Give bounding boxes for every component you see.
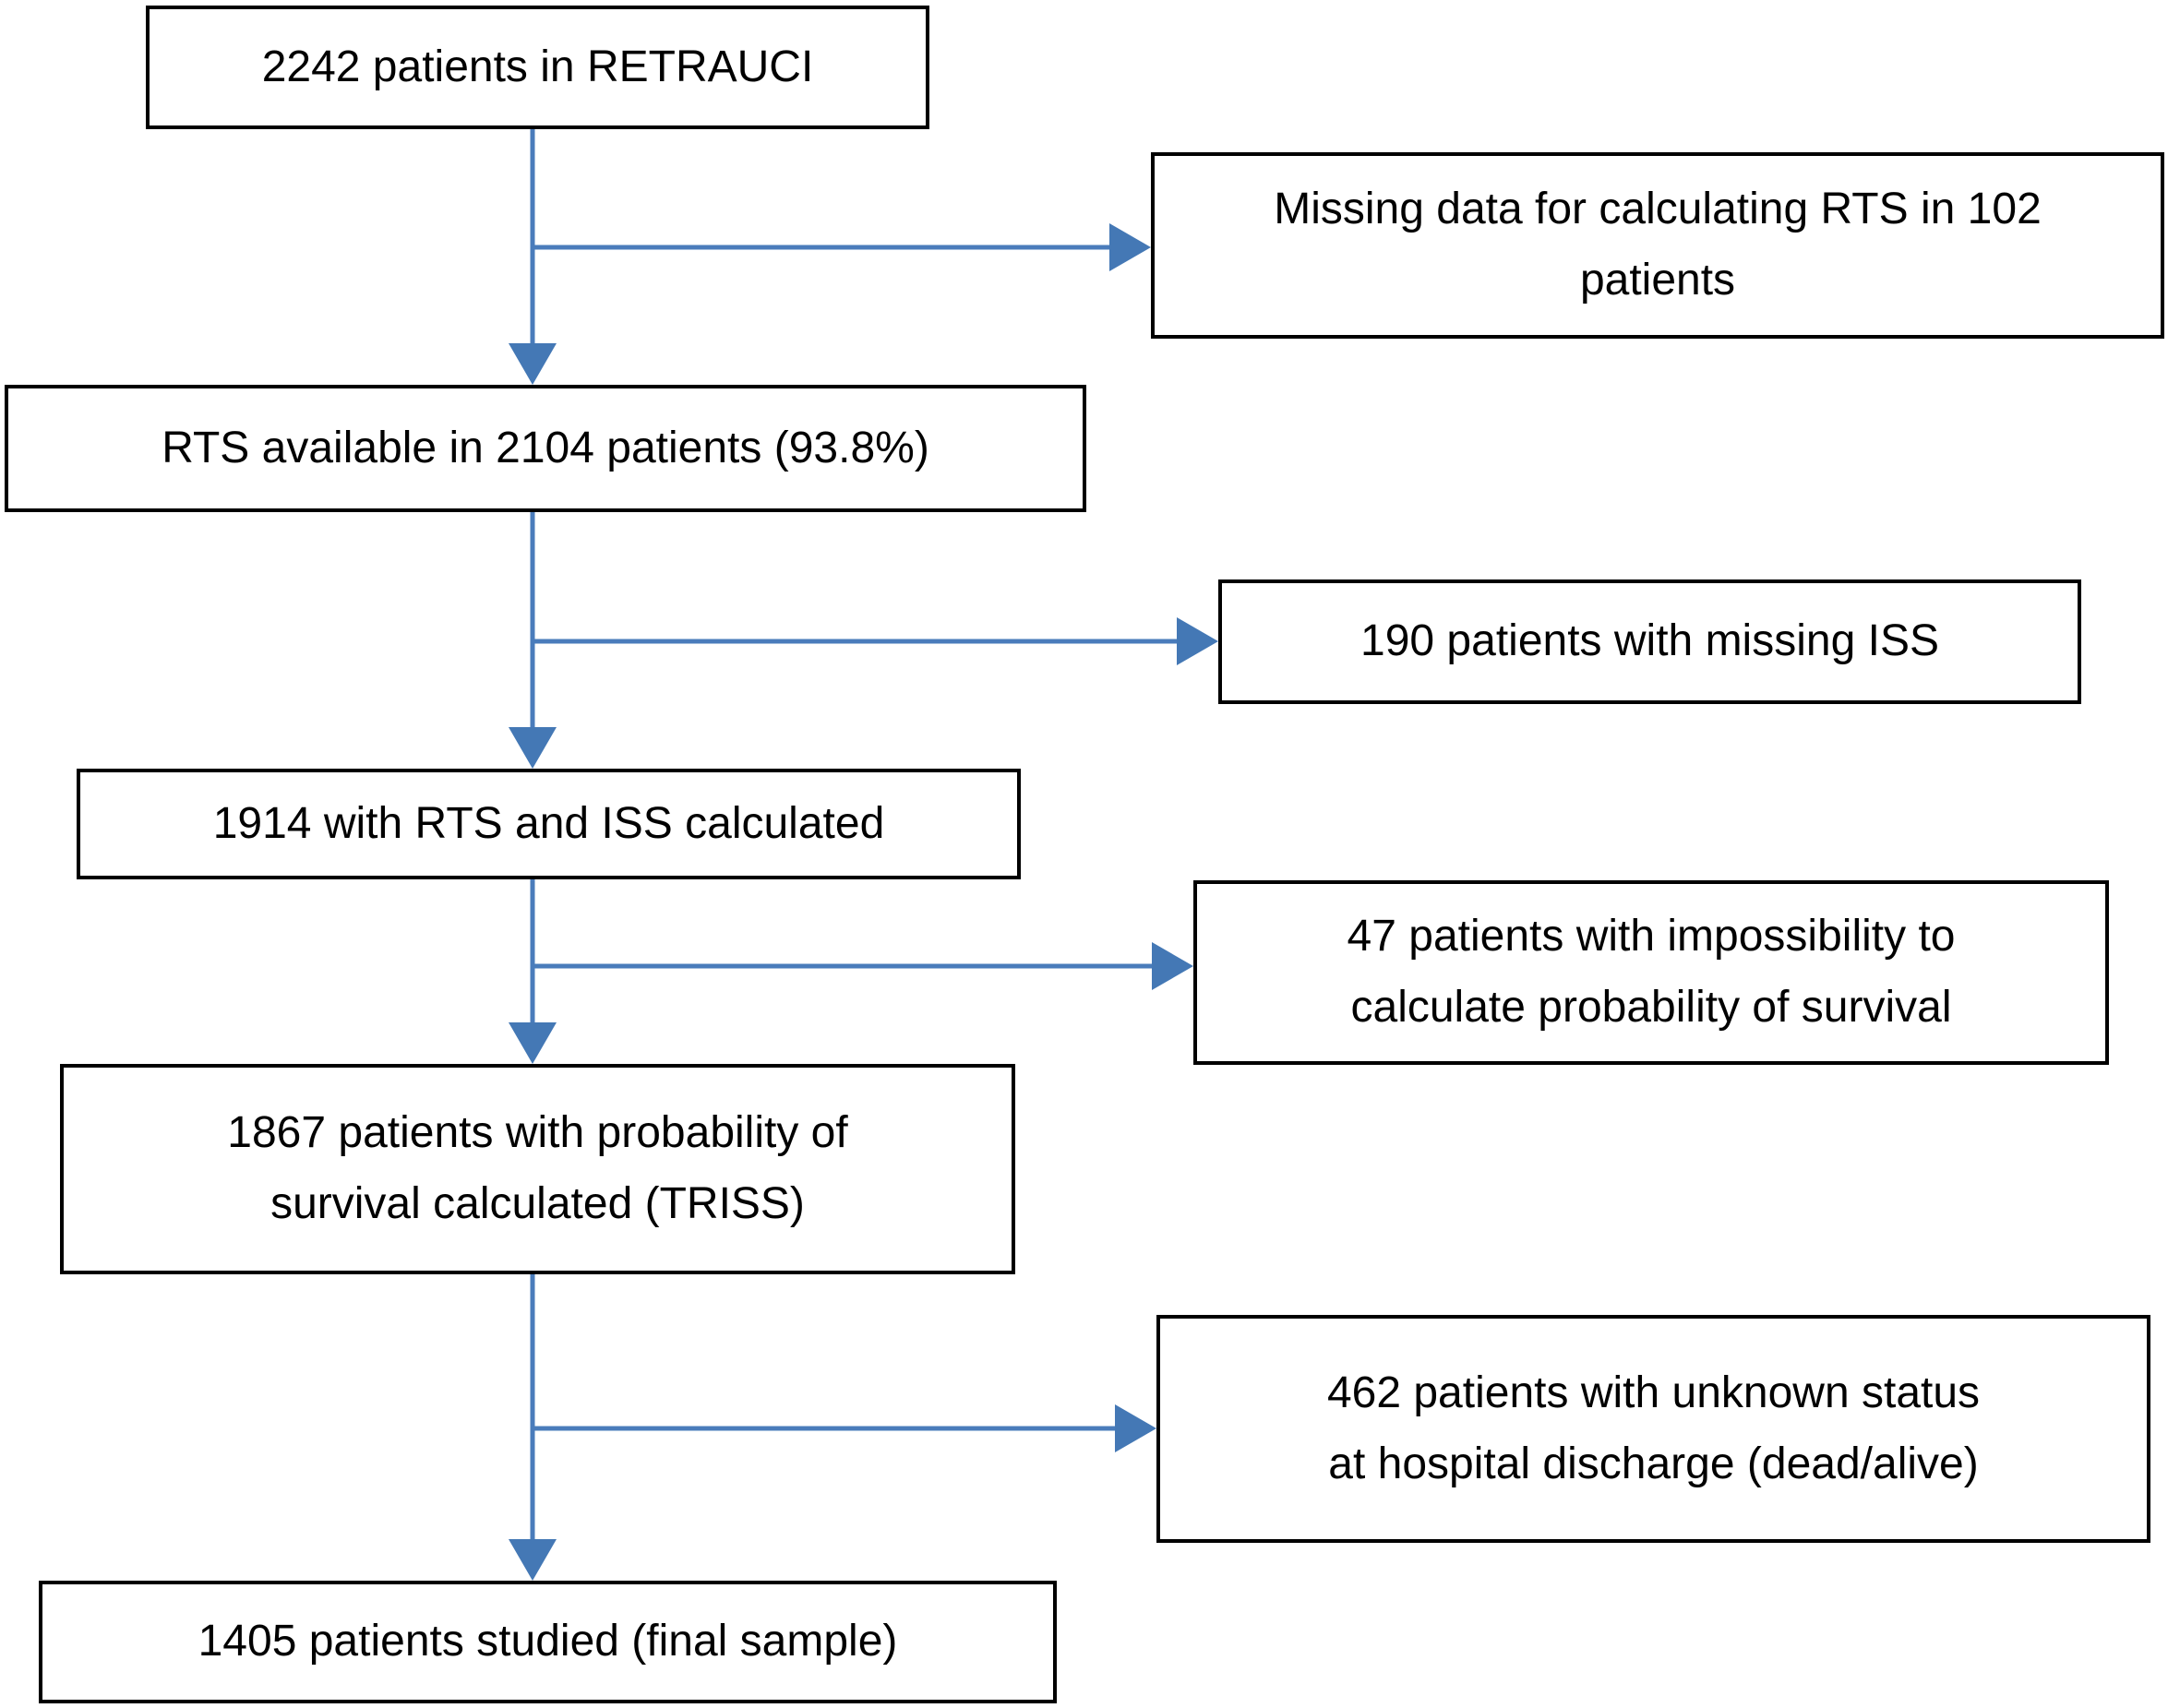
box-text-line: Missing data for calculating RTS in 102: [1274, 185, 2042, 234]
arrow-branch-3: [533, 942, 1193, 990]
box-text-line: 47 patients with impossibility to: [1347, 912, 1956, 961]
flow-box-unknown-discharge-status: 462 patients with unknown status at hosp…: [1156, 1315, 2150, 1543]
flow-box-triss-calculated: 1867 patients with probability of surviv…: [60, 1064, 1015, 1274]
arrow-branch-1: [533, 223, 1151, 271]
arrow-branch-4: [533, 1404, 1156, 1452]
flow-box-missing-iss: 190 patients with missing ISS: [1218, 579, 2081, 704]
box-text-line: 1914 with RTS and ISS calculated: [212, 798, 885, 848]
box-text-line: at hospital discharge (dead/alive): [1328, 1439, 1979, 1488]
arrow-down-4: [509, 1274, 557, 1581]
flow-box-rts-available: RTS available in 2104 patients (93.8%): [5, 385, 1086, 512]
box-text-line: patients: [1579, 256, 1736, 305]
arrow-down-2: [509, 512, 557, 769]
box-text-line: 1405 patients studied (final sample): [198, 1617, 898, 1666]
box-text-line: 462 patients with unknown status: [1326, 1368, 1981, 1417]
arrow-down-1: [509, 129, 557, 385]
flow-box-missing-rts-data: Missing data for calculating RTS in 102 …: [1151, 152, 2164, 339]
arrow-branch-2: [533, 617, 1218, 665]
box-text-line: 1867 patients with probability of: [227, 1108, 848, 1158]
flow-box-retrauci-total: 2242 patients in RETRAUCI: [146, 6, 929, 129]
arrow-down-3: [509, 879, 557, 1064]
box-text-line: 2242 patients in RETRAUCI: [261, 42, 814, 91]
box-text-line: RTS available in 2104 patients (93.8%): [162, 423, 929, 472]
box-text-line: survival calculated (TRISS): [270, 1179, 805, 1228]
flow-box-rts-iss-calculated: 1914 with RTS and ISS calculated: [77, 769, 1021, 879]
box-text-line: calculate probability of survival: [1350, 983, 1952, 1032]
flow-box-no-survival-probability: 47 patients with impossibility to calcul…: [1193, 880, 2109, 1065]
flow-box-final-sample: 1405 patients studied (final sample): [39, 1581, 1057, 1703]
box-text-line: 190 patients with missing ISS: [1360, 616, 1939, 666]
